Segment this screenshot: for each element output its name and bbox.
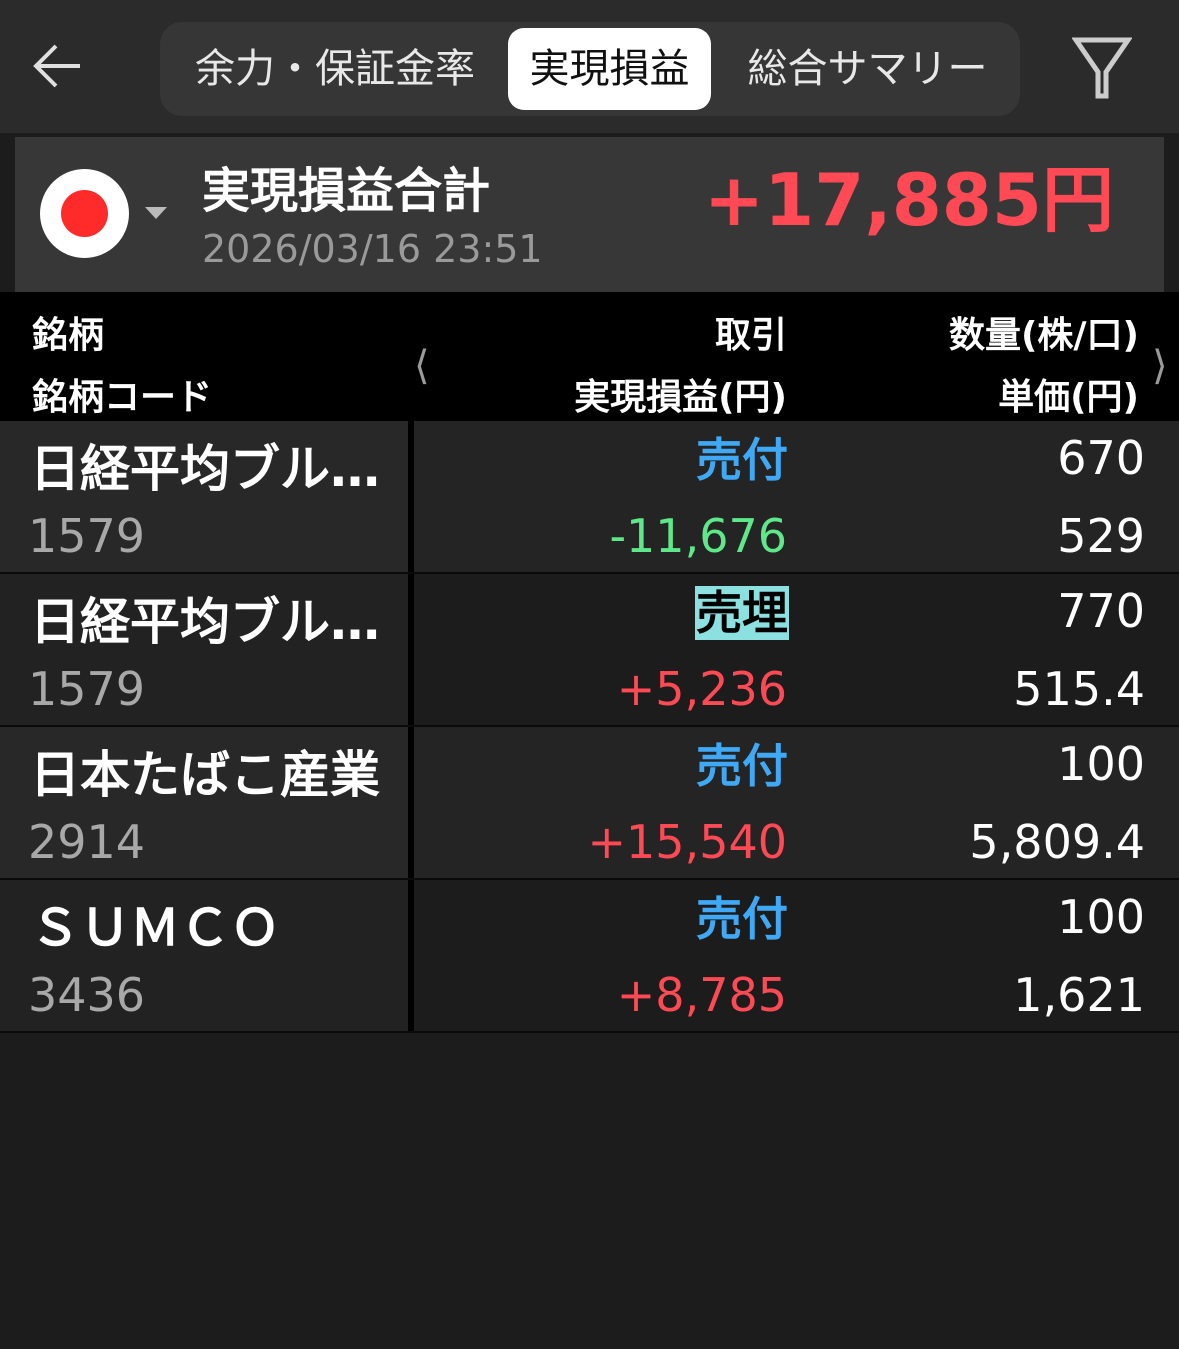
trade-type: 売付 <box>696 739 788 793</box>
row-name-cell: ＳＵＭＣＯ 3436 <box>0 880 408 1031</box>
row-name-cell: 日経平均ブル… 1579 <box>0 574 408 725</box>
tab-bar: 余力・保証金率 実現損益 総合サマリー <box>160 22 1020 116</box>
quantity: 670 <box>1057 431 1145 485</box>
stock-code: 3436 <box>28 968 146 1022</box>
stock-name: 日経平均ブル… <box>30 440 380 498</box>
trade-type: 売付 <box>696 433 788 487</box>
table-header: 銘柄 銘柄コード 取引 実現損益(円) 数量(株/口) 単価(円) <box>0 292 1179 421</box>
stock-name: 日本たばこ産業 <box>30 746 380 804</box>
quantity: 100 <box>1057 737 1145 791</box>
chevron-right-icon[interactable]: ⟩ <box>1152 343 1168 389</box>
tab-margin[interactable]: 余力・保証金率 <box>195 46 475 92</box>
realized-pl-summary: 実現損益合計 2026/03/16 23:51 +17,885円 <box>15 137 1164 292</box>
realized-pl: -11,676 <box>609 509 787 563</box>
column-divider <box>408 574 414 725</box>
stock-code: 1579 <box>28 509 146 563</box>
table-row[interactable]: 日本たばこ産業 2914 売付 +15,540 100 5,809.4 <box>0 727 1179 880</box>
header-trade: 取引 <box>714 315 787 356</box>
realized-pl: +8,785 <box>616 968 787 1022</box>
trade-type: 売付 <box>696 892 788 946</box>
realized-pl: +5,236 <box>616 662 787 716</box>
top-bar: 余力・保証金率 実現損益 総合サマリー <box>0 0 1179 133</box>
summary-total: +17,885円 <box>703 158 1114 242</box>
japan-flag-icon[interactable] <box>40 169 129 258</box>
column-divider <box>408 727 414 878</box>
stock-name: 日経平均ブル… <box>30 593 380 651</box>
caret-down-icon[interactable] <box>145 207 167 219</box>
tab-summary[interactable]: 総合サマリー <box>747 46 988 92</box>
unit-price: 1,621 <box>1013 968 1145 1022</box>
summary-date: 2026/03/16 23:51 <box>202 227 543 271</box>
unit-price: 5,809.4 <box>969 815 1145 869</box>
unit-price: 515.4 <box>1013 662 1145 716</box>
summary-title: 実現損益合計 <box>202 163 491 219</box>
column-divider <box>408 880 414 1031</box>
quantity: 770 <box>1057 584 1145 638</box>
header-name: 銘柄 <box>32 315 105 356</box>
unit-price: 529 <box>1057 509 1145 563</box>
trade-type: 売埋 <box>695 586 789 640</box>
table-row[interactable]: 日経平均ブル… 1579 売付 -11,676 670 529 <box>0 421 1179 574</box>
header-code: 銘柄コード <box>32 377 213 418</box>
table-row[interactable]: ＳＵＭＣＯ 3436 売付 +8,785 100 1,621 <box>0 880 1179 1033</box>
tab-realized-pl[interactable]: 実現損益 <box>508 28 711 110</box>
stock-code: 1579 <box>28 662 146 716</box>
quantity: 100 <box>1057 890 1145 944</box>
filter-icon[interactable] <box>1072 36 1132 100</box>
header-qty: 数量(株/口) <box>948 315 1139 356</box>
chevron-left-icon[interactable]: ⟨ <box>414 343 430 389</box>
arrow-left-icon[interactable] <box>30 38 86 94</box>
table-row[interactable]: 日経平均ブル… 1579 売埋 +5,236 770 515.4 <box>0 574 1179 727</box>
row-name-cell: 日本たばこ産業 2914 <box>0 727 408 878</box>
stock-code: 2914 <box>28 815 146 869</box>
header-pl: 実現損益(円) <box>574 377 787 418</box>
column-divider <box>408 421 414 572</box>
stock-name: ＳＵＭＣＯ <box>30 899 280 957</box>
row-name-cell: 日経平均ブル… 1579 <box>0 421 408 572</box>
realized-pl: +15,540 <box>587 815 788 869</box>
header-price: 単価(円) <box>998 377 1139 418</box>
